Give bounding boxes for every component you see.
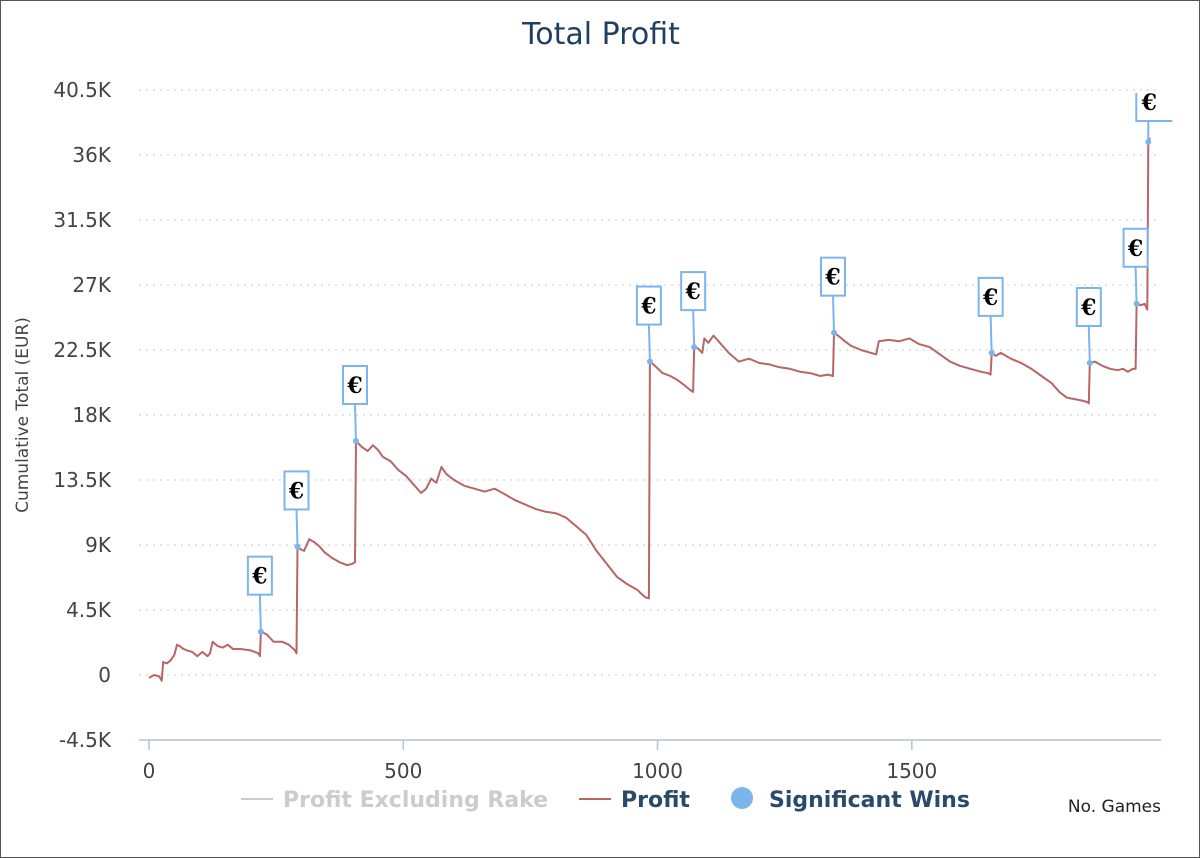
y-tick-label: 9K [85,533,112,557]
win-flag-label: € [1080,295,1096,321]
win-point[interactable] [352,438,359,444]
win-flag-box [977,276,1004,317]
legend-profit-label[interactable]: Profit [621,788,690,813]
x-tick-label: 0 [143,759,156,783]
legend-profit-excluding-rake-label[interactable]: Profit Excluding Rake [283,788,548,813]
y-tick-label: 4.5K [66,598,112,622]
significant-win-marker[interactable]: € [246,555,273,635]
win-flag-stem [692,310,696,348]
legend-significant-wins-swatch[interactable] [731,787,753,809]
significant-win-marker[interactable]: € [283,470,310,550]
y-tick-label: 31.5K [53,208,112,232]
win-point[interactable] [1145,139,1152,145]
win-flag-box [635,285,662,326]
y-axis-ticks: -4.5K 0 4.5K 9K 13.5K 18K 22.5K 27K 31.5K 36K 40.5… [53,78,112,752]
legend: Profit Excluding Rake Profit Significant… [241,787,970,813]
win-flag-label: € [982,285,998,311]
win-point[interactable] [988,349,995,356]
x-axis-label: No. Games [1068,797,1161,817]
win-point[interactable] [294,543,301,550]
significant-win-marker[interactable]: € [635,285,662,365]
win-flag-label: € [685,279,701,305]
y-tick-label: 40.5K [53,78,112,102]
y-tick-label: 36K [72,143,111,167]
win-flag-box [1122,227,1149,268]
win-flag-stem [1134,266,1138,304]
x-tick-label: 500 [384,759,422,783]
x-tick-label: 1000 [632,759,683,783]
win-flag-box [680,271,707,312]
win-flag-stem [1087,325,1091,364]
win-point[interactable] [831,329,838,336]
win-point[interactable] [691,344,698,351]
profit-line[interactable] [148,137,1151,682]
win-flag-label: € [1141,90,1157,116]
y-tick-label: -4.5K [59,728,112,752]
win-flag-box [820,256,847,297]
series-layer [148,137,1151,682]
significant-win-marker[interactable]: € [1122,227,1149,307]
significant-win-marker[interactable]: € [680,271,707,351]
y-tick-label: 27K [72,273,111,297]
y-tick-label: 0 [98,663,111,687]
chart-title: Total Profit [521,17,680,52]
win-flag-label: € [824,265,840,291]
significant-win-marker[interactable]: € [1075,287,1102,366]
win-flag-stem [832,295,836,333]
y-axis-label: Cumulative Total (EUR) [13,317,33,513]
y-tick-label: 13.5K [53,468,112,492]
win-flag-box [1135,93,1173,122]
win-flag-label: € [288,478,304,504]
win-flag-stem [295,509,299,547]
x-tick-label: 1500 [886,759,937,783]
win-point[interactable] [1086,360,1093,366]
win-point[interactable] [257,628,264,635]
win-point[interactable] [646,358,653,365]
significant-win-marker[interactable]: € [820,256,847,336]
win-flag-stem [989,315,993,353]
significant-win-marker[interactable]: € [341,365,368,444]
y-tick-label: 22.5K [53,338,112,362]
win-point[interactable] [1133,300,1140,307]
win-flag-label: € [346,373,362,399]
win-flag-label: € [1127,236,1143,262]
legend-significant-wins-label[interactable]: Significant Wins [769,788,970,813]
significant-win-marker[interactable]: € [977,276,1004,356]
y-tick-label: 18K [72,403,111,427]
win-flag-stem [647,324,651,362]
significant-win-marker[interactable]: € [1135,90,1173,145]
win-flag-stem [258,594,262,632]
win-flag-label: € [640,294,656,320]
x-axis: 0 500 1000 1500 [139,739,1161,783]
win-flag-label: € [251,564,267,590]
win-flag-box [283,470,310,511]
significant-wins-layer: € € € € € € € € € € [246,90,1173,635]
win-flag-stem [353,403,357,442]
